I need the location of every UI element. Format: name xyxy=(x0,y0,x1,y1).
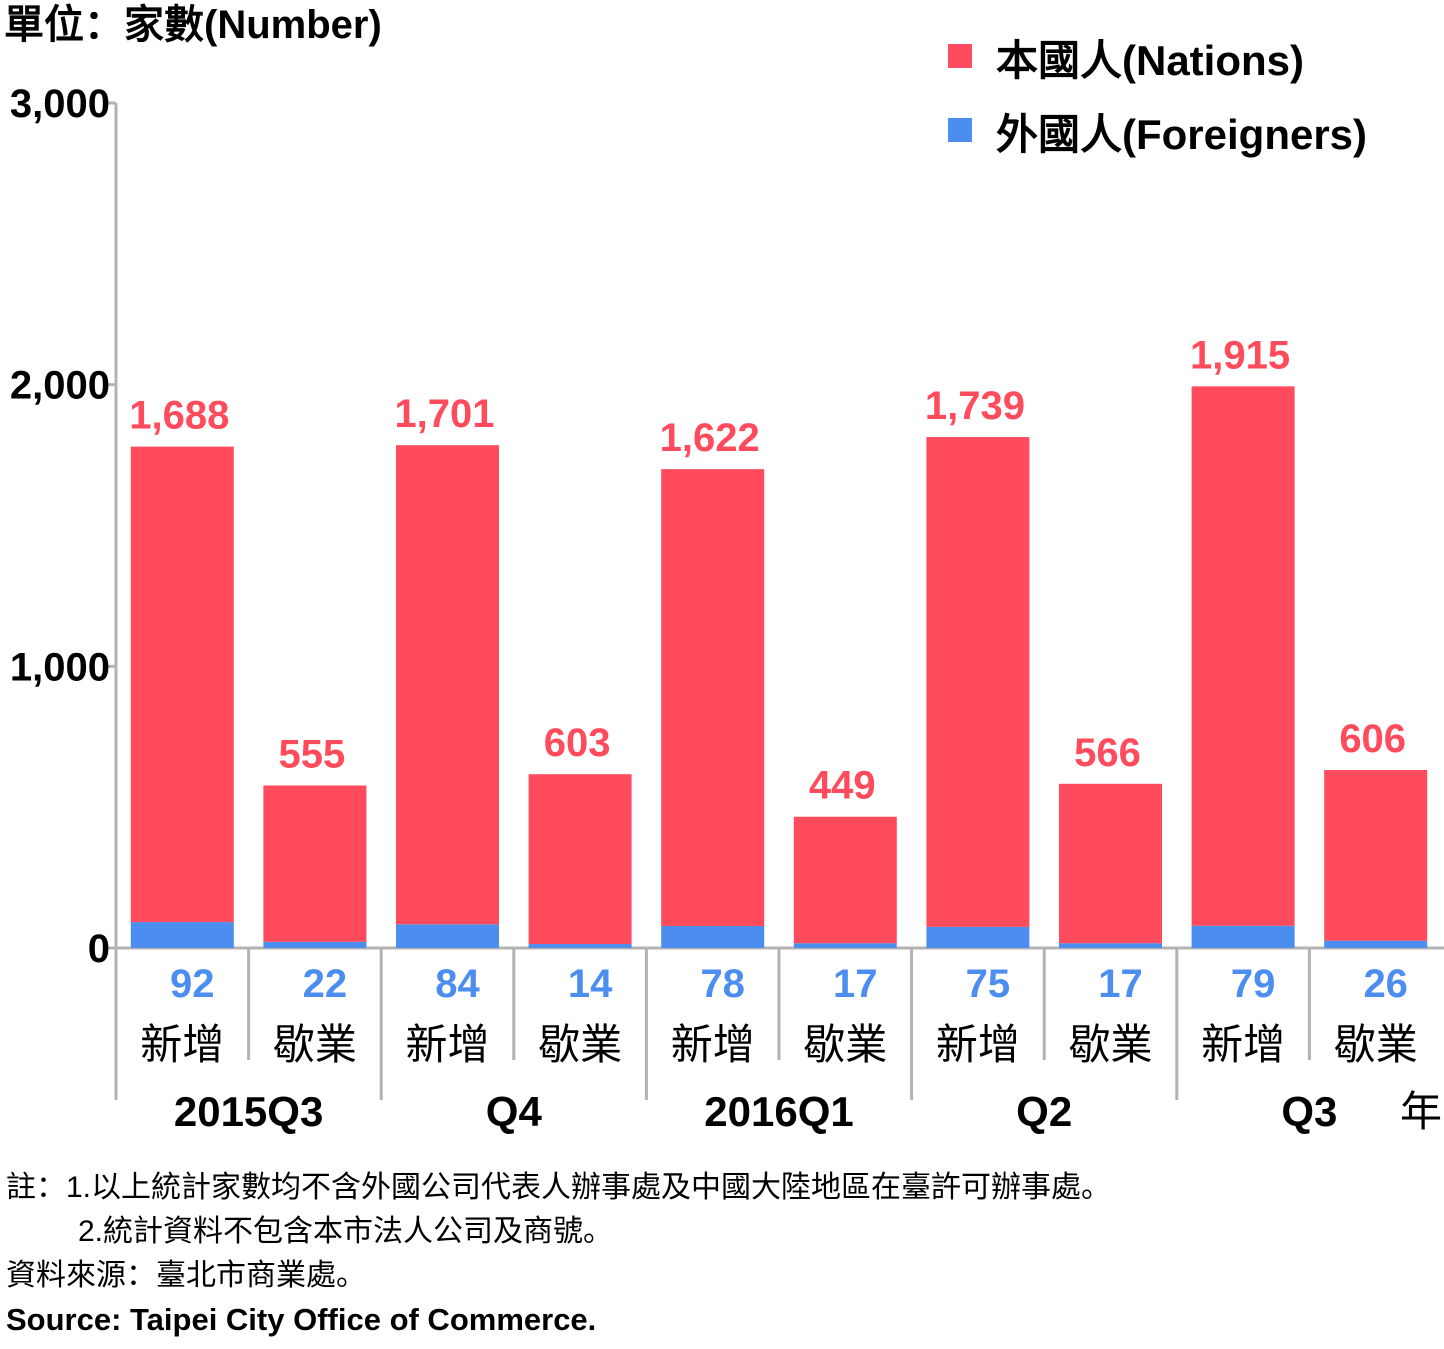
legend-swatch xyxy=(948,44,972,68)
x-category-label: 新增 xyxy=(1201,1021,1285,1068)
data-label-foreigners: 17 xyxy=(833,962,878,1006)
x-category-label: 歇業 xyxy=(1068,1021,1152,1068)
bars xyxy=(130,386,1428,948)
bar-foreigners xyxy=(926,926,1030,948)
bar-foreigners xyxy=(1324,940,1428,948)
y-tick-label: 2,000 xyxy=(10,364,110,408)
bar-foreigners xyxy=(528,944,632,948)
data-label-foreigners: 17 xyxy=(1098,962,1143,1006)
note-1: 註：1.以上統計家數均不含外國公司代表人辦事處及中國大陸地區在臺許可辦事處。 xyxy=(6,1171,1112,1204)
data-label-nations: 1,688 xyxy=(129,394,229,438)
unit-label: 單位：家數(Number) xyxy=(4,3,382,47)
y-tick-label: 1,000 xyxy=(10,645,110,689)
bar-foreigners xyxy=(661,926,765,948)
x-group-label: Q4 xyxy=(486,1088,543,1135)
x-category-label: 歇業 xyxy=(538,1021,622,1068)
bar-nations xyxy=(1324,769,1428,941)
x-category-label: 歇業 xyxy=(273,1021,357,1068)
x-axis: 新增 歇業 新增 歇業 新增 歇業 新增 歇業 新增 歇業 2015Q3 Q4 2016Q1 Q2 Q3 年 xyxy=(140,948,1442,1135)
y-tick-label: 3,000 xyxy=(10,82,110,126)
data-label-foreigners: 22 xyxy=(303,962,348,1006)
data-label-nations: 1,622 xyxy=(660,416,760,460)
bar-foreigners xyxy=(1191,925,1295,948)
data-label-nations: 555 xyxy=(279,732,346,776)
x-group-label: 2016Q1 xyxy=(704,1088,853,1135)
legend-label: 外國人(Foreigners) xyxy=(996,111,1367,158)
legend-label: 本國人(Nations) xyxy=(996,37,1304,84)
x-category-label: 歇業 xyxy=(1334,1021,1418,1068)
bar-nations xyxy=(926,437,1030,927)
data-label-nations: 1,739 xyxy=(925,384,1025,428)
data-label-foreigners: 75 xyxy=(966,962,1011,1006)
x-group-axis-label: 年 xyxy=(1400,1088,1442,1135)
source-zh: 資料來源：臺北市商業處。 xyxy=(6,1259,366,1292)
source-en: Source: Taipei City Office of Commerce. xyxy=(6,1302,597,1337)
data-label-nations: 566 xyxy=(1074,731,1141,775)
bar-nations xyxy=(1059,783,1162,944)
x-group-label: Q2 xyxy=(1016,1088,1072,1135)
footnotes: 註：1.以上統計家數均不含外國公司代表人辦事處及中國大陸地區在臺許可辦事處。 2… xyxy=(6,1166,1436,1342)
x-category-label: 新增 xyxy=(140,1021,224,1068)
data-label-foreigners: 92 xyxy=(170,962,215,1006)
y-tick-label: 0 xyxy=(88,927,110,971)
x-category-label: 新增 xyxy=(671,1021,755,1068)
data-label-foreigners: 79 xyxy=(1231,962,1276,1006)
bar-nations xyxy=(396,445,499,925)
x-category-label: 新增 xyxy=(405,1021,489,1068)
bar-nations xyxy=(263,785,367,942)
bar-nations xyxy=(528,774,632,945)
bar-nations xyxy=(130,446,234,923)
x-group-label: 2015Q3 xyxy=(174,1088,323,1135)
bar-foreigners xyxy=(793,943,897,948)
data-label-foreigners: 84 xyxy=(435,962,480,1006)
legend: 本國人(Nations) 外國人(Foreigners) xyxy=(948,37,1367,158)
note-2: 2.統計資料不包含本市法人公司及商號。 xyxy=(78,1215,614,1248)
x-category-label: 新增 xyxy=(936,1021,1020,1068)
legend-swatch xyxy=(948,118,972,142)
bar-foreigners xyxy=(130,922,234,948)
bar-foreigners xyxy=(1059,943,1162,948)
data-labels: 1,688 92 555 22 1,701 84 603 14 1,622 78 449 17 1,73… xyxy=(129,333,1408,1006)
bar-foreigners xyxy=(396,924,499,948)
bar-nations xyxy=(793,816,897,944)
bar-nations xyxy=(1191,386,1295,926)
data-label-foreigners: 78 xyxy=(700,962,745,1006)
x-category-label: 歇業 xyxy=(803,1021,887,1068)
data-label-nations: 603 xyxy=(544,721,611,765)
x-group-label: Q3 xyxy=(1281,1088,1337,1135)
bar-nations xyxy=(661,469,765,927)
data-label-nations: 449 xyxy=(809,764,876,808)
data-label-foreigners: 26 xyxy=(1363,962,1408,1006)
data-label-nations: 606 xyxy=(1339,717,1406,761)
data-label-foreigners: 14 xyxy=(568,962,613,1006)
data-label-nations: 1,915 xyxy=(1190,333,1290,377)
data-label-nations: 1,701 xyxy=(394,392,494,436)
bar-foreigners xyxy=(263,941,367,948)
